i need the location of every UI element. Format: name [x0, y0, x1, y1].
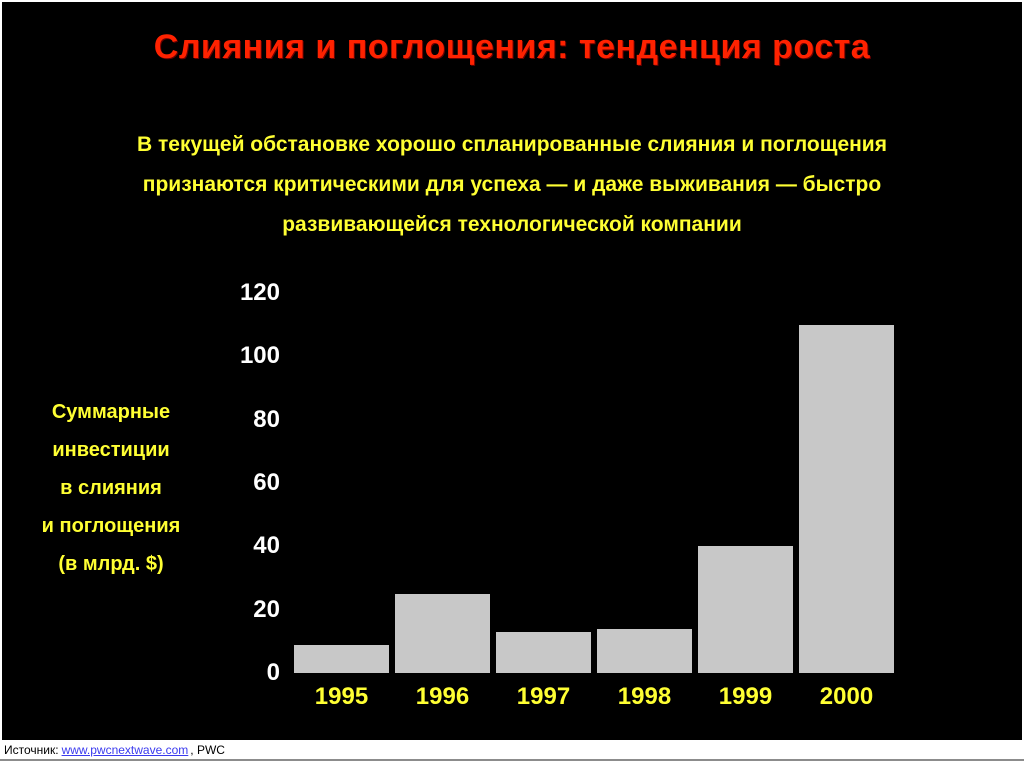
slide-title: Слияния и поглощения: тенденция роста [153, 28, 871, 66]
bar-chart: Суммарные инвестиции в слияния и поглоще… [2, 280, 1022, 711]
y-axis-ticks: 0 20 40 60 80 100 120 [220, 280, 294, 686]
x-tick-label: 1997 [516, 683, 571, 710]
bar-slot [698, 293, 793, 673]
bar-1999 [698, 546, 793, 673]
source-suffix: , PWC [190, 742, 225, 757]
y-tick-label: 20 [253, 595, 280, 623]
x-tick-label: 1998 [617, 683, 672, 710]
plot-area [294, 293, 894, 673]
x-tick-label: 1995 [314, 683, 369, 710]
y-tick-label: 80 [253, 405, 280, 433]
bar-slot [799, 293, 894, 673]
bar-slot [395, 293, 490, 673]
y-tick-label: 0 [266, 659, 280, 686]
slide-subtitle: В текущей обстановке хорошо спланированн… [137, 133, 887, 236]
y-axis-label: Суммарные инвестиции в слияния и поглоще… [41, 401, 181, 575]
footer: Источник: www.pwcnextwave.com , PWC [0, 740, 1024, 767]
bar-slot [496, 293, 591, 673]
bar-1997 [496, 631, 591, 673]
y-tick-label: 120 [239, 279, 280, 306]
plot-column: 1995 1996 1997 1998 1999 2000 [294, 293, 894, 711]
bar-1998 [597, 628, 692, 673]
source-link[interactable]: www.pwcnextwave.com [61, 742, 189, 757]
y-tick-label: 100 [239, 342, 280, 370]
bar-2000 [799, 324, 894, 673]
y-tick-label: 60 [253, 469, 280, 496]
x-tick-label: 2000 [819, 683, 874, 710]
y-tick-label: 40 [253, 532, 280, 560]
bar-1995 [294, 644, 389, 673]
x-tick-label: 1996 [415, 683, 470, 710]
bar-slot [597, 293, 692, 673]
source-prefix: Источник: [4, 742, 59, 757]
bar-slot [294, 293, 389, 673]
x-tick-label: 1999 [718, 683, 773, 710]
bar-1996 [395, 593, 490, 673]
source-bar: Источник: www.pwcnextwave.com , PWC [0, 740, 1024, 761]
x-axis-labels: 1995 1996 1997 1998 1999 2000 [294, 683, 894, 711]
slide: Слияния и поглощения: тенденция роста В … [2, 2, 1022, 740]
